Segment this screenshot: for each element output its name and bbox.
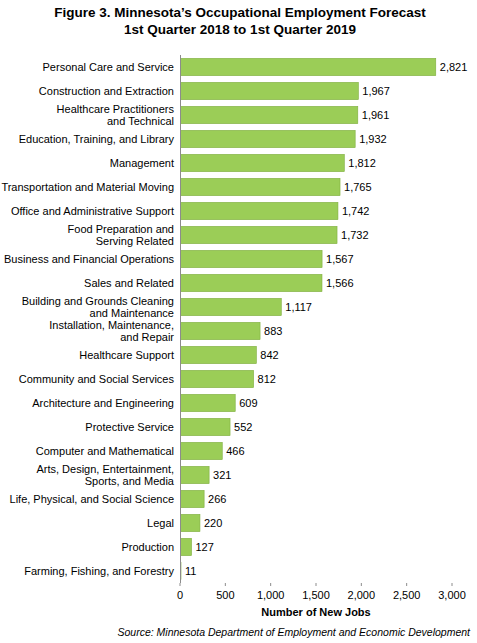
category-label: Management	[0, 157, 174, 169]
category-label: Arts, Design, Entertainment, Sports, and…	[0, 463, 174, 487]
tick-mark	[452, 583, 453, 586]
data-label: 1,932	[359, 133, 387, 145]
axis-label: Number of New Jobs	[261, 606, 370, 618]
tick-mark	[406, 583, 407, 586]
tick-label: 1,000	[257, 589, 285, 601]
data-label: 127	[196, 541, 214, 553]
category-label: Architecture and Engineering	[0, 397, 174, 409]
bar	[180, 394, 235, 411]
category-label: Protective Service	[0, 421, 174, 433]
tick-mark	[316, 583, 317, 586]
bar	[180, 274, 322, 291]
data-label: 1,967	[362, 85, 390, 97]
data-label: 466	[226, 445, 244, 457]
bar	[180, 58, 436, 75]
bar	[180, 298, 281, 315]
tick-label: 2,000	[348, 589, 376, 601]
category-label: Office and Administrative Support	[0, 205, 174, 217]
category-label: Legal	[0, 517, 174, 529]
data-label: 812	[258, 373, 276, 385]
data-label: 321	[213, 469, 231, 481]
source-note: Source: Minnesota Department of Employme…	[117, 626, 471, 638]
data-label: 1,742	[342, 205, 370, 217]
category-label: Computer and Mathematical	[0, 445, 174, 457]
tick-mark	[270, 583, 271, 586]
data-label: 1,812	[348, 157, 376, 169]
tick-label: 3,000	[438, 589, 466, 601]
data-label: 552	[234, 421, 252, 433]
bars	[180, 58, 436, 579]
bar	[180, 418, 230, 435]
bar	[180, 538, 192, 555]
category-label: Sales and Related	[0, 277, 174, 289]
data-label: 2,821	[440, 61, 468, 73]
category-label: Education, Training, and Library	[0, 133, 174, 145]
category-label: Construction and Extraction	[0, 85, 174, 97]
category-label: Healthcare Support	[0, 349, 174, 361]
bar	[180, 106, 358, 123]
tick-mark	[361, 583, 362, 586]
bar	[180, 442, 222, 459]
bar	[180, 82, 358, 99]
bar	[180, 322, 260, 339]
data-label: 1,117	[285, 301, 312, 313]
chart-subtitle: 1st Quarter 2018 to 1st Quarter 2019	[124, 22, 356, 37]
chart-root: Figure 3. Minnesota’s Occupational Emplo…	[0, 0, 477, 643]
category-label: Farming, Fishing, and Forestry	[0, 565, 174, 577]
tick-label: 0	[177, 589, 183, 601]
tick-mark	[180, 583, 181, 586]
category-label: Community and Social Services	[0, 373, 174, 385]
data-label: 1,765	[344, 181, 372, 193]
tick-mark	[225, 583, 226, 586]
category-label: Personal Care and Service	[0, 61, 174, 73]
category-label: Building and Grounds Cleaning and Mainte…	[0, 295, 174, 319]
bar	[180, 178, 340, 195]
bar	[180, 154, 344, 171]
bar	[180, 250, 322, 267]
category-label: Transportation and Material Moving	[0, 181, 174, 193]
data-label: 842	[260, 349, 278, 361]
tick-label: 2,500	[393, 589, 421, 601]
data-label: 1,961	[362, 109, 390, 121]
tick-label: 1,500	[302, 589, 330, 601]
category-axis-line	[180, 55, 181, 583]
bar	[180, 202, 338, 219]
data-label: 1,732	[341, 229, 369, 241]
bar	[180, 130, 355, 147]
category-label: Installation, Maintenance, and Repair	[0, 319, 174, 343]
data-label: 1,567	[326, 253, 354, 265]
data-label: 1,566	[326, 277, 354, 289]
bar	[180, 346, 256, 363]
tick-label: 500	[216, 589, 234, 601]
data-label: 220	[204, 517, 222, 529]
data-label: 883	[264, 325, 282, 337]
data-label: 11	[185, 565, 196, 577]
chart-title: Figure 3. Minnesota’s Occupational Emplo…	[54, 5, 426, 20]
bar	[180, 514, 200, 531]
category-label: Healthcare Practitioners and Technical	[0, 103, 174, 127]
data-label: 609	[239, 397, 257, 409]
category-label: Business and Financial Operations	[0, 253, 174, 265]
bar	[180, 370, 254, 387]
bar	[180, 226, 337, 243]
category-label: Life, Physical, and Social Science	[0, 493, 174, 505]
bar	[180, 490, 204, 507]
bar	[180, 466, 209, 483]
category-label: Food Preparation and Serving Related	[0, 223, 174, 247]
category-label: Production	[0, 541, 174, 553]
data-label: 266	[208, 493, 226, 505]
